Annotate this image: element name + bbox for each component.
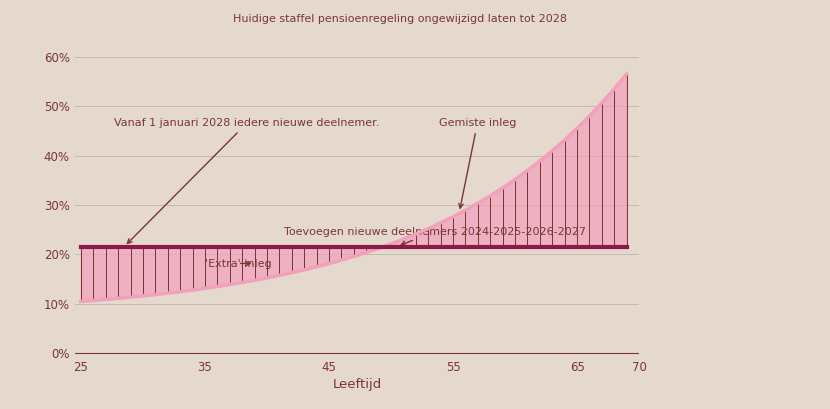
Text: Huidige staffel pensioenregeling ongewijzigd laten tot 2028: Huidige staffel pensioenregeling ongewij… (232, 14, 567, 25)
X-axis label: Leeftijd: Leeftijd (332, 378, 382, 391)
Text: Gemiste inleg: Gemiste inleg (439, 118, 516, 208)
Text: 'Extra' inleg: 'Extra' inleg (204, 258, 271, 268)
Text: Toevoegen nieuwe deelnemers 2024-2025-2026-2027: Toevoegen nieuwe deelnemers 2024-2025-20… (284, 227, 585, 245)
Text: Vanaf 1 januari 2028 iedere nieuwe deelnemer.: Vanaf 1 januari 2028 iedere nieuwe deeln… (115, 118, 379, 243)
